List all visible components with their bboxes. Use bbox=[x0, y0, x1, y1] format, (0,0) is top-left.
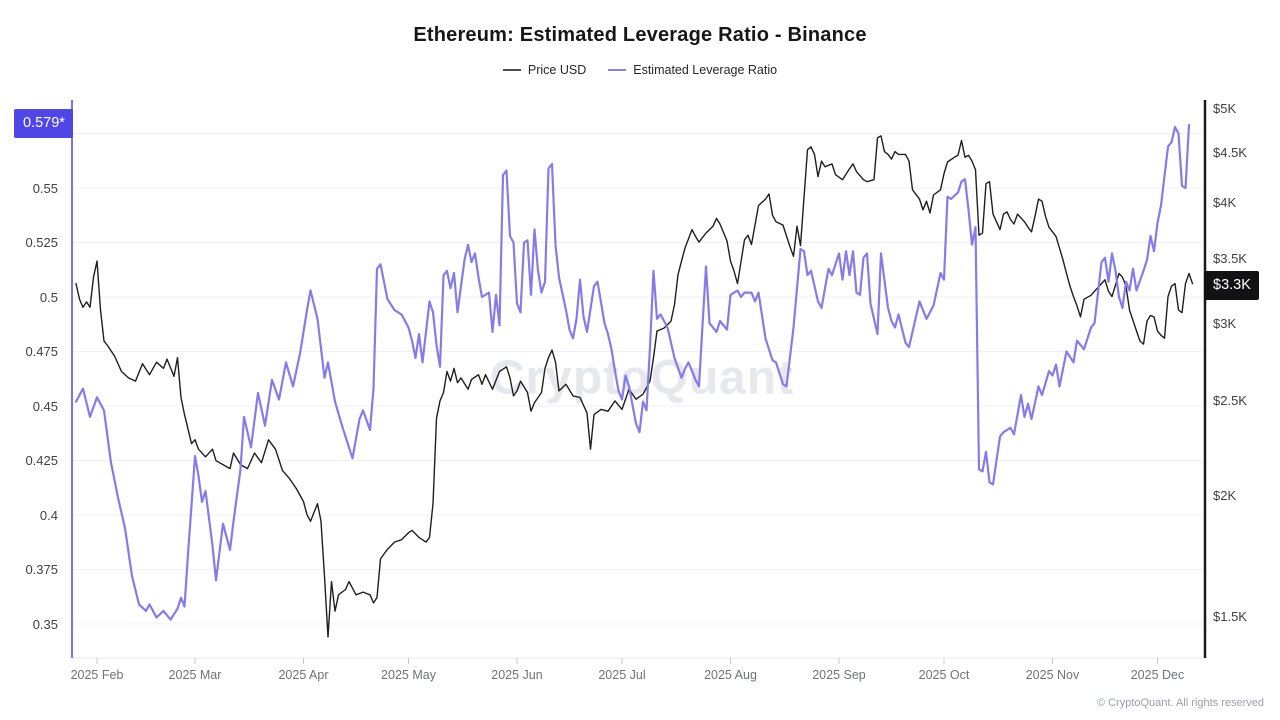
right-axis-tick-label: $2K bbox=[1213, 487, 1237, 503]
right-axis-tick-label: $3K bbox=[1213, 316, 1237, 332]
x-axis-tick-label: 2025 Jul bbox=[598, 668, 646, 682]
right-axis-tick-label: $2.5K bbox=[1213, 393, 1247, 409]
left-axis-tick-label: 0.45 bbox=[32, 398, 58, 414]
right-axis-tick-label: $5K bbox=[1213, 100, 1237, 116]
copyright-notice: © CryptoQuant. All rights reserved bbox=[1096, 697, 1264, 709]
x-axis-tick-label: 2025 Feb bbox=[70, 668, 124, 682]
x-axis-tick-label: 2025 Aug bbox=[704, 668, 757, 682]
right-axis-tick-label: $1.5K bbox=[1213, 609, 1247, 625]
x-axis-tick-label: 2025 Jun bbox=[491, 668, 543, 682]
right-axis-tick-label: $4K bbox=[1213, 194, 1237, 210]
right-axis-tick-label: $3.5K bbox=[1213, 251, 1247, 267]
left-axis-tick-label: 0.475 bbox=[25, 344, 58, 359]
legend-item-price-usd[interactable]: Price USD bbox=[502, 63, 587, 77]
legend-label: Estimated Leverage Ratio bbox=[633, 63, 778, 77]
legend-item-estimated-leverage-ratio[interactable]: Estimated Leverage Ratio bbox=[608, 63, 777, 77]
chart-title: Ethereum: Estimated Leverage Ratio - Bin… bbox=[413, 24, 867, 46]
left-axis-tick-label: 0.35 bbox=[32, 616, 58, 632]
x-axis-tick-label: 2025 Mar bbox=[168, 668, 222, 682]
x-axis-tick-label: 2025 Nov bbox=[1025, 668, 1080, 682]
latest-leverage-badge: 0.579* bbox=[14, 109, 73, 138]
latest-price-badge: $3.3K bbox=[1204, 271, 1259, 300]
left-axis-tick-label: 0.4 bbox=[39, 507, 58, 523]
series-price[interactable] bbox=[75, 135, 1194, 638]
left-axis-tick-label: 0.375 bbox=[25, 562, 58, 577]
legend-dash-icon bbox=[502, 69, 521, 71]
legend-label: Price USD bbox=[527, 63, 587, 77]
legend-dash-icon bbox=[608, 69, 627, 71]
left-axis-tick-label: 0.425 bbox=[25, 453, 58, 468]
x-axis-tick-label: 2025 Apr bbox=[278, 668, 329, 682]
x-axis-tick-label: 2025 Oct bbox=[918, 668, 970, 682]
legend: Price USD Estimated Leverage Ratio bbox=[0, 63, 1280, 77]
x-axis-tick-label: 2025 May bbox=[381, 668, 436, 682]
left-axis-tick-label: 0.5 bbox=[39, 289, 58, 305]
right-axis-tick-label: $4.5K bbox=[1213, 145, 1247, 161]
x-axis-tick-label: 2025 Dec bbox=[1130, 668, 1185, 682]
series-leverage[interactable] bbox=[74, 123, 1191, 621]
left-axis-tick-label: 0.525 bbox=[25, 235, 58, 250]
x-axis-tick-label: 2025 Sep bbox=[812, 668, 866, 682]
left-axis-tick-label: 0.55 bbox=[32, 180, 58, 196]
